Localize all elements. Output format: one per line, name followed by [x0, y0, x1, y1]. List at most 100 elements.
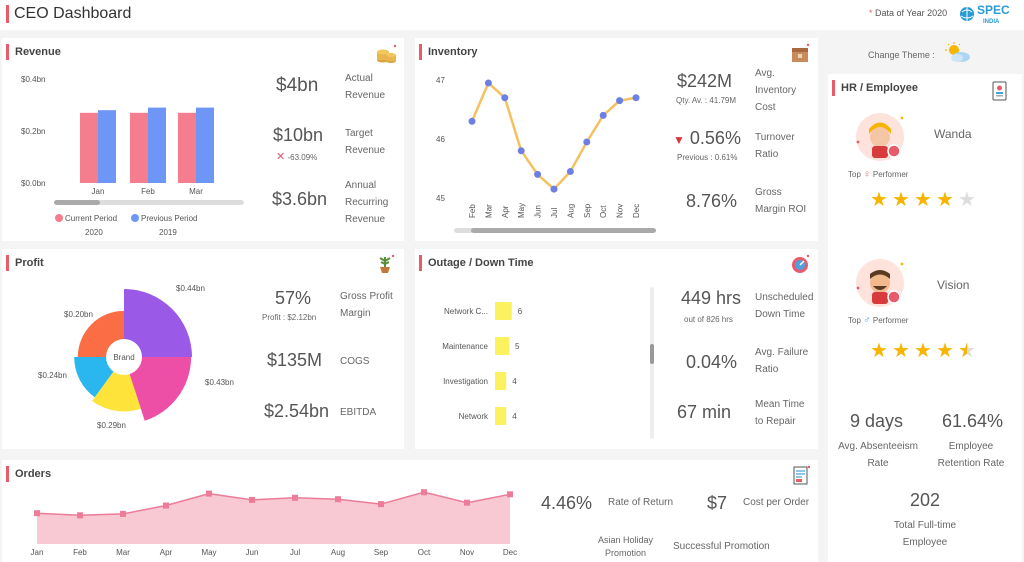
- outage-scroll-thumb[interactable]: [650, 344, 654, 364]
- inventory-card: Inventory 47 46 45 Feb Mar Apr May Jun Jul Aug…: [415, 38, 818, 241]
- orders-point: [292, 494, 298, 501]
- inventory-x-tick: Oct: [599, 205, 608, 218]
- inventory-x-tick: May: [517, 203, 526, 218]
- cogs-value: $135M: [267, 350, 323, 370]
- avg-inventory-label: Avg. Inventory Cost: [755, 68, 797, 113]
- pie-label: $0.43bn: [205, 378, 234, 387]
- pie-center: [106, 339, 142, 375]
- revenue-scrollbar[interactable]: [54, 200, 244, 205]
- unscheduled-downtime-label: Unscheduled Down Time: [755, 292, 814, 320]
- inventory-scroll-thumb[interactable]: [471, 228, 656, 233]
- profit-card: Profit $0.44bn $0.43bn $0.29bn $0.24bn $0.20…: [2, 249, 404, 449]
- target-revenue-label: Target Revenue: [345, 128, 386, 156]
- orders-x-tick: Jan: [31, 548, 44, 557]
- note-text: Data of Year 2020: [875, 8, 948, 18]
- revenue-scroll-thumb[interactable]: [54, 200, 100, 205]
- turnover-value: ▼ 0.56%: [673, 128, 741, 148]
- pie-label: $0.44bn: [176, 284, 205, 293]
- outage-value-label: 5: [515, 342, 520, 351]
- orders-x-tick: Nov: [460, 548, 474, 557]
- orders-x-tick: Jun: [246, 548, 259, 557]
- orders-card: Orders Jan Feb Mar Apr May Jun Jul Aug Sep Oct Nov…: [2, 460, 818, 562]
- male-sign-icon: ♂: [863, 315, 871, 326]
- inventory-point: [616, 97, 624, 105]
- fulltime-label: Total Full-time Employee: [893, 520, 957, 548]
- failure-ratio-value: 0.04%: [686, 352, 738, 372]
- gross-margin-roi-label: Gross Margin ROI: [755, 187, 807, 215]
- inventory-y-tick: 47: [436, 76, 445, 85]
- title-accent-bar: [6, 5, 9, 23]
- logo-text-top: SPEC: [977, 3, 1010, 17]
- orders-point: [77, 512, 83, 519]
- inventory-y-tick: 46: [436, 135, 445, 144]
- inventory-chart: 47 46 45 Feb Mar Apr May Jun Jul Aug Sep Oct Nov D…: [436, 76, 656, 233]
- actual-revenue-value: $4bn: [276, 75, 319, 96]
- target-revenue-value: $10bn: [273, 125, 324, 145]
- revenue-card: Revenue $0.4bn $0.2bn $0.0bn Jan Feb Mar C…: [2, 38, 404, 241]
- outage-bar: [495, 337, 509, 355]
- orders-point: [206, 490, 212, 497]
- cost-per-order-label: Cost per Order: [743, 497, 810, 508]
- pie-label: $0.24bn: [38, 371, 67, 380]
- revenue-y-tick: $0.4bn: [21, 75, 45, 84]
- mean-time-repair-value: 67 min: [677, 402, 732, 422]
- outage-category-label: Network: [459, 412, 489, 421]
- target-change: ✕ -63.09%: [276, 151, 318, 163]
- id-badge-icon: [992, 81, 1007, 101]
- inventory-x-tick: Jul: [550, 208, 559, 218]
- arr-label: Annual Recurring Revenue: [345, 180, 389, 225]
- revenue-x-tick: Mar: [189, 187, 203, 196]
- star-icon: ★: [892, 340, 910, 362]
- inventory-point: [632, 94, 640, 102]
- orders-x-tick: Mar: [116, 548, 130, 557]
- pie-slice: [124, 357, 192, 421]
- header-bar: CEO Dashboard * Data of Year 2020 SPEC I…: [0, 0, 1024, 30]
- asian-holiday-promotion-label: Asian Holiday Promotion: [598, 535, 654, 558]
- outage-bar: [495, 372, 507, 390]
- inventory-x-tick: Feb: [468, 204, 477, 218]
- outage-bar: [495, 302, 512, 320]
- bar-current: [178, 112, 196, 183]
- document-icon: [793, 465, 811, 485]
- star-icon: ★★: [958, 340, 976, 362]
- outage-value-label: 6: [518, 307, 523, 316]
- data-year-note: * Data of Year 2020: [869, 8, 947, 18]
- qty-av: Qty. Av. : 41.79M: [676, 96, 737, 105]
- orders-x-tick: Apr: [160, 548, 173, 557]
- inventory-x-tick: Mar: [484, 204, 493, 218]
- sun-cloud-icon[interactable]: [944, 41, 972, 65]
- employee-name: Vision: [937, 278, 970, 292]
- change-theme-label: Change Theme :: [868, 50, 935, 60]
- orders-line: [36, 491, 511, 517]
- note-asterisk: *: [869, 8, 873, 18]
- logo-text-bottom: INDIA: [983, 19, 1000, 25]
- female-sign-icon: ♀: [863, 169, 871, 180]
- outage-value-label: 4: [512, 412, 517, 421]
- orders-x-tick: Jul: [290, 548, 300, 557]
- cross-icon: ✕: [276, 151, 286, 163]
- inventory-x-tick: Nov: [616, 204, 625, 218]
- bar-previous: [98, 110, 116, 183]
- absenteeism-label: Avg. Absenteeism Rate: [838, 441, 918, 469]
- top-performer-label: Top ♀ Performer: [848, 169, 909, 180]
- star-icon: ★: [914, 340, 932, 362]
- pie-label: $0.20bn: [64, 310, 93, 319]
- revenue-x-tick: Jan: [92, 187, 105, 196]
- half-star-fill: ★: [958, 341, 967, 361]
- unscheduled-downtime-value: 449 hrs: [681, 288, 742, 308]
- fulltime-value: 202: [909, 490, 941, 510]
- inventory-point: [468, 117, 476, 125]
- orders-point: [378, 501, 384, 508]
- legend-current-year: 2020: [85, 228, 103, 237]
- gauge-icon: [792, 254, 810, 273]
- downtime-sub: out of 826 hrs: [684, 315, 733, 324]
- mean-time-repair-label: Mean Time to Repair: [755, 399, 805, 427]
- bar-previous: [148, 107, 166, 183]
- revenue-x-tick: Feb: [141, 187, 155, 196]
- inventory-point: [566, 167, 574, 175]
- legend-previous-swatch: [131, 214, 139, 222]
- inventory-point: [550, 185, 558, 193]
- pie-center-label: Brand: [113, 353, 134, 362]
- star-icon: ★: [936, 340, 954, 362]
- orders-x-tick: Dec: [503, 548, 517, 557]
